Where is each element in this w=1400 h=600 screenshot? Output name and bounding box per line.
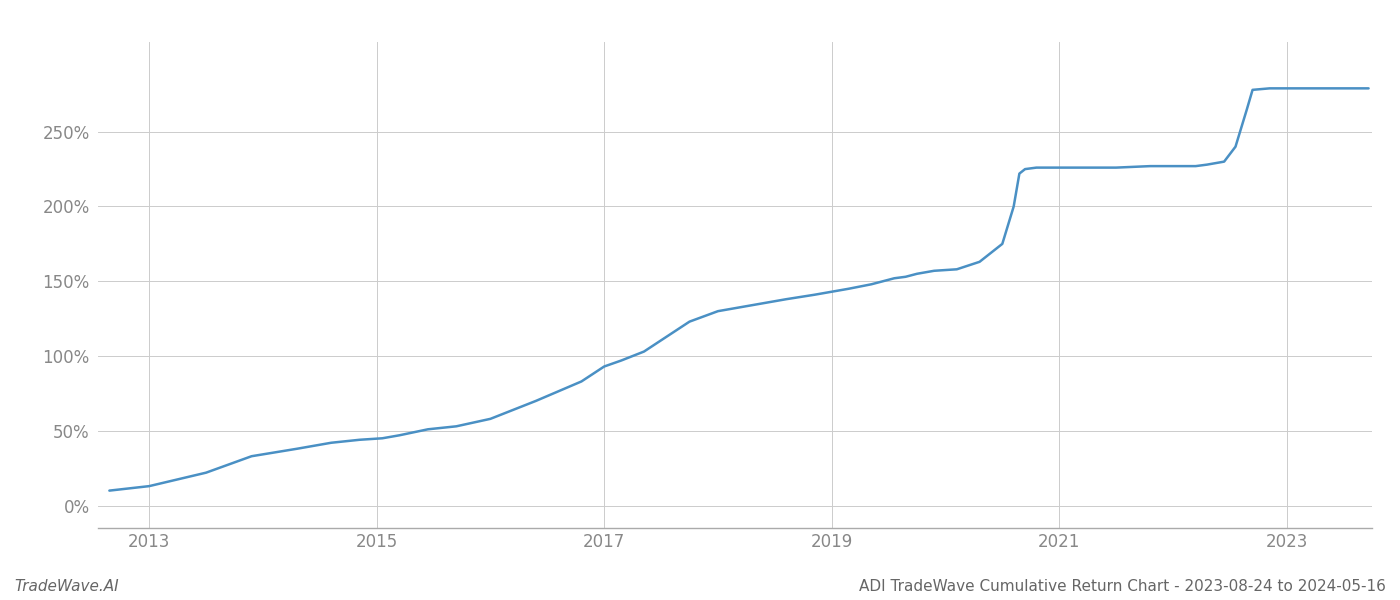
Text: ADI TradeWave Cumulative Return Chart - 2023-08-24 to 2024-05-16: ADI TradeWave Cumulative Return Chart - … — [860, 579, 1386, 594]
Text: TradeWave.AI: TradeWave.AI — [14, 579, 119, 594]
